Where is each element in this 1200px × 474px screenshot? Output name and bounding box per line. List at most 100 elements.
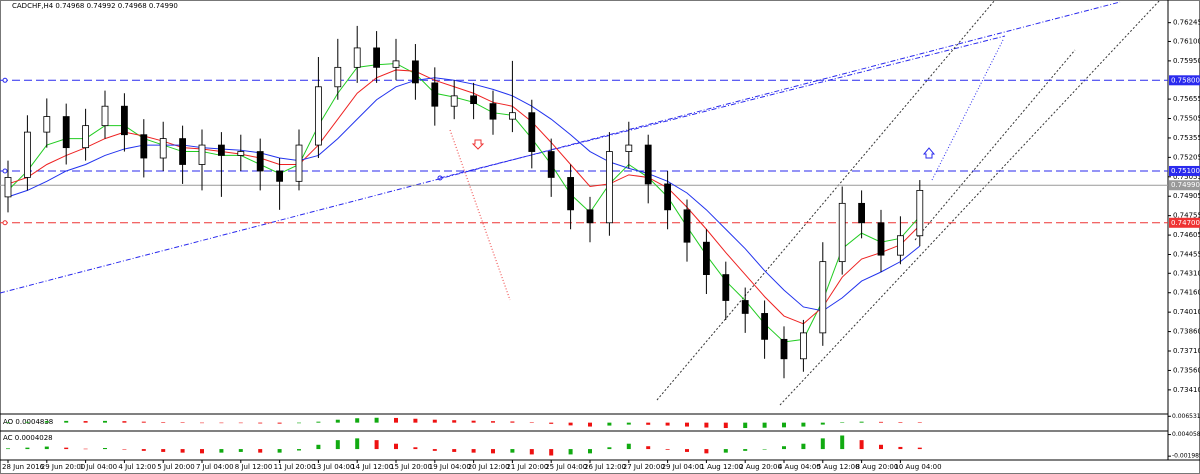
oscillator-bar [394, 417, 398, 423]
x-tick-label: 26 Jul 12:00 [584, 463, 626, 471]
oscillator-bar [801, 443, 806, 450]
oscillator-bar [297, 422, 301, 424]
oscillator-bar [238, 422, 243, 424]
channel-line [779, 0, 1161, 406]
candle-body [237, 151, 245, 156]
x-tick-label: 4 Aug 04:00 [778, 463, 821, 471]
y-tick-label: 0.74160 [1173, 289, 1200, 297]
oscillator-bar [355, 438, 360, 450]
oscillator-bar [646, 422, 651, 425]
oscillator-bar [529, 422, 534, 423]
oscillator-bar [432, 419, 437, 423]
candle-body [373, 47, 381, 68]
candle-body [877, 222, 885, 256]
oscillator-bar [432, 449, 437, 451]
oscillator-bar [316, 421, 321, 423]
oscillator-bar [219, 422, 224, 424]
oscillator-bar [820, 422, 825, 425]
oscillator-bar [394, 443, 398, 450]
level-label: 0.75100 [1171, 167, 1200, 175]
oscillator-bar [83, 448, 88, 450]
oscillator-bar [510, 449, 515, 453]
oscillator-bar [607, 422, 612, 426]
oscillator-bar [413, 447, 418, 450]
candle-body [23, 131, 31, 178]
candle-body [664, 183, 671, 211]
oscillator-bar [258, 422, 263, 424]
candle-body [780, 338, 788, 360]
oscillator-bar [568, 422, 573, 426]
oscillator-bar [801, 422, 806, 427]
y-tick-label: -0.001985 [1172, 453, 1200, 460]
oscillator-bar [879, 444, 883, 450]
trendline [439, 35, 1006, 179]
oscillator-bar [452, 449, 457, 452]
oscillator-bar [277, 449, 282, 453]
oscillator-bar [820, 438, 825, 450]
candle-body [683, 209, 691, 243]
candle-body [392, 60, 400, 68]
trendline [449, 129, 511, 301]
oscillator-bar [141, 449, 146, 451]
oscillator-bar [704, 422, 709, 428]
level-anchor [2, 220, 8, 226]
oscillator-bar [743, 422, 748, 429]
trendline [0, 1, 1121, 294]
candle-body [606, 151, 613, 224]
oscillator-bar [917, 447, 922, 450]
oscillator-bar [491, 421, 495, 423]
candle-body [82, 125, 89, 149]
x-tick-label: 14 Jul 12:00 [351, 463, 393, 471]
candle-body [450, 95, 458, 107]
oscillator-bar [161, 422, 166, 423]
x-tick-label: 5 Aug 12:00 [817, 463, 860, 471]
oscillator-bar [161, 449, 166, 452]
x-tick-label: 25 Jul 04:00 [545, 463, 587, 471]
x-tick-label: 2 Aug 20:00 [739, 463, 782, 471]
x-tick-label: 20 Jul 12:00 [468, 463, 510, 471]
x-tick-label: 8 Aug 20:00 [856, 463, 899, 471]
oscillator-bar [258, 449, 263, 453]
oscillator-bar [6, 448, 10, 450]
x-tick-label: 29 Jul 04:00 [662, 463, 704, 471]
oscillator-bar [413, 418, 418, 423]
candle-body [101, 105, 109, 127]
drawings [0, 0, 1161, 406]
y-tick-label: 0.76100 [1173, 37, 1200, 45]
candle-body [353, 47, 361, 68]
x-tick-label: 27 Jul 20:00 [623, 463, 665, 471]
oscillator-bar [219, 449, 224, 453]
oscillator-bar [898, 422, 903, 423]
x-tick-label: 15 Jul 20:00 [390, 463, 432, 471]
oscillator-bar [549, 449, 554, 456]
candle-body [411, 60, 419, 84]
oscillator-bar [200, 449, 204, 454]
x-tick-label: 8 Jul 12:00 [235, 463, 273, 471]
y-tick-label: 0.75205 [1173, 153, 1200, 161]
oscillator-bar [723, 422, 728, 429]
y-tick-label: 0.73560 [1173, 366, 1200, 374]
oscillator-bar [180, 449, 185, 453]
candle-body [217, 144, 225, 156]
y-tick-label: 0.73410 [1173, 386, 1200, 394]
oscillator-bar [840, 435, 845, 450]
candle-body [819, 261, 827, 334]
x-tick-label: 28 Jun 2016 [2, 463, 45, 471]
level-tag [1169, 180, 1200, 191]
level-tag [1169, 165, 1200, 176]
candle-body [121, 105, 128, 136]
candle-body [4, 177, 12, 198]
down-arrow [471, 139, 485, 150]
level-label: 0.74990 [1171, 181, 1200, 189]
oscillator-bar [665, 422, 670, 426]
candle-body [140, 134, 148, 159]
channel-line [914, 49, 1076, 241]
oscillator-bar [588, 449, 592, 454]
candle-body [858, 202, 865, 224]
y-tick-label: 0.75055 [1173, 173, 1200, 181]
oscillator-bar [64, 447, 69, 450]
oscillator-bar [374, 440, 379, 450]
candle-body [547, 151, 555, 178]
oscillator-bar [529, 449, 534, 455]
oscillator-bar [549, 422, 554, 424]
